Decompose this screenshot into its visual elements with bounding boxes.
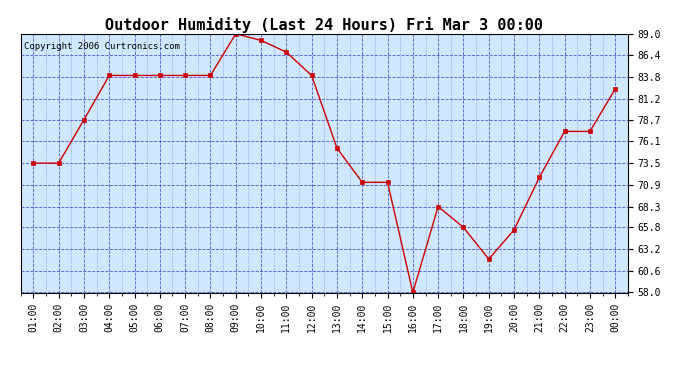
Text: Copyright 2006 Curtronics.com: Copyright 2006 Curtronics.com [23,42,179,51]
Title: Outdoor Humidity (Last 24 Hours) Fri Mar 3 00:00: Outdoor Humidity (Last 24 Hours) Fri Mar… [106,16,543,33]
